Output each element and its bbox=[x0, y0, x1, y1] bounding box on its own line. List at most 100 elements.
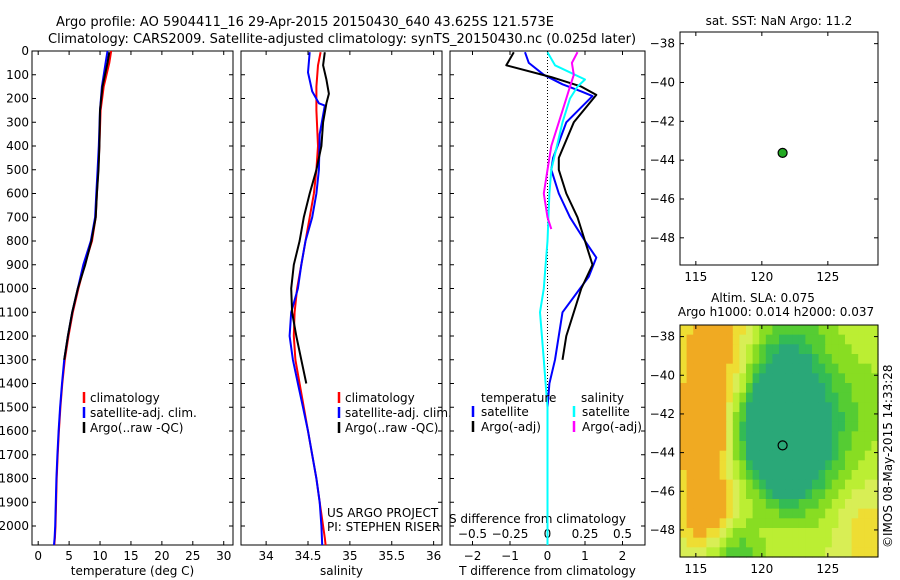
sla-cell bbox=[706, 528, 714, 539]
sla-cell bbox=[818, 528, 826, 539]
sla-cell bbox=[831, 383, 839, 394]
sla-cell bbox=[864, 518, 872, 529]
sla-cell bbox=[798, 373, 806, 384]
sla-cell bbox=[785, 441, 793, 452]
sla-cell bbox=[752, 334, 760, 345]
sla-cell bbox=[779, 528, 787, 539]
sla-cell bbox=[845, 334, 853, 345]
y-tick-label: −46 bbox=[650, 192, 675, 206]
y-tick-label: −44 bbox=[650, 153, 675, 167]
sla-cell bbox=[686, 537, 694, 548]
y-tick-label: −48 bbox=[650, 231, 675, 245]
sla-cell bbox=[805, 373, 813, 384]
sla-cell bbox=[792, 499, 800, 510]
sla-cell bbox=[772, 383, 780, 394]
sla-cell bbox=[838, 325, 846, 336]
sla-cell bbox=[818, 412, 826, 423]
sla-cell bbox=[732, 402, 740, 413]
project-pi: PI: STEPHEN RISER bbox=[327, 520, 440, 534]
sla-cell bbox=[752, 344, 760, 355]
sla-cell bbox=[825, 431, 833, 442]
sla-cell bbox=[858, 421, 866, 432]
sla-cell bbox=[746, 547, 754, 558]
sla-cell bbox=[713, 528, 721, 539]
sla-cell bbox=[732, 421, 740, 432]
sla-cell bbox=[739, 363, 747, 374]
sla-cell bbox=[825, 334, 833, 345]
sla-cell bbox=[726, 479, 734, 490]
sla-cell bbox=[752, 421, 760, 432]
sla-cell bbox=[693, 363, 701, 374]
x-axis-label-top: S difference from climatology bbox=[449, 512, 626, 526]
sla-cell bbox=[759, 508, 767, 519]
sla-cell bbox=[732, 547, 740, 558]
sla-cell bbox=[838, 344, 846, 355]
sla-cell bbox=[686, 344, 694, 355]
y-tick-label: 1000 bbox=[0, 282, 29, 296]
y-tick-label: 1100 bbox=[0, 305, 29, 319]
sla-cell bbox=[812, 325, 820, 336]
sla-cell bbox=[864, 412, 872, 423]
sla-cell bbox=[851, 412, 859, 423]
sla-cell bbox=[851, 450, 859, 461]
sla-cell bbox=[831, 518, 839, 529]
sla-cell bbox=[739, 431, 747, 442]
sla-cell bbox=[831, 537, 839, 548]
sla-cell bbox=[706, 354, 714, 365]
sla-cell bbox=[825, 479, 833, 490]
sla-cell bbox=[792, 344, 800, 355]
sla-cell bbox=[871, 421, 879, 432]
sla-cell bbox=[732, 499, 740, 510]
sla-cell bbox=[851, 363, 859, 374]
sla-cell bbox=[732, 470, 740, 481]
sla-cell bbox=[680, 373, 688, 384]
sla-cell bbox=[845, 499, 853, 510]
sla-cell bbox=[746, 354, 754, 365]
sla-cell bbox=[752, 325, 760, 336]
sla-cell bbox=[805, 431, 813, 442]
sla-cell bbox=[838, 354, 846, 365]
sla-cell bbox=[864, 547, 872, 558]
sla-cell bbox=[785, 450, 793, 461]
sla-cell bbox=[739, 325, 747, 336]
sla-cell bbox=[680, 354, 688, 365]
sla-cell bbox=[825, 460, 833, 471]
sla-cell bbox=[772, 508, 780, 519]
sla-cell bbox=[680, 518, 688, 529]
sla-cell bbox=[706, 402, 714, 413]
sla-cell bbox=[752, 383, 760, 394]
sla-cell bbox=[831, 373, 839, 384]
sla-cell bbox=[686, 431, 694, 442]
sla-cell bbox=[752, 489, 760, 500]
sla-cell bbox=[831, 431, 839, 442]
sla-cell bbox=[818, 325, 826, 336]
sla-cell bbox=[825, 547, 833, 558]
sla-cell bbox=[858, 334, 866, 345]
sla-cell bbox=[818, 518, 826, 529]
sla-cell bbox=[686, 450, 694, 461]
sla-cell bbox=[858, 402, 866, 413]
sla-cell bbox=[719, 470, 727, 481]
sla-cell bbox=[805, 383, 813, 394]
sla-cell bbox=[779, 470, 787, 481]
sla-cell bbox=[812, 363, 820, 374]
sla-cell bbox=[752, 412, 760, 423]
legend-label: Argo(..raw -QC) bbox=[345, 421, 438, 435]
sla-cell bbox=[792, 470, 800, 481]
sla-cell bbox=[838, 508, 846, 519]
sla-cell bbox=[706, 363, 714, 374]
s-tick-label: −0.25 bbox=[492, 527, 529, 541]
sla-cell bbox=[713, 479, 721, 490]
sla-cell bbox=[818, 344, 826, 355]
sla-cell bbox=[765, 528, 773, 539]
sla-cell bbox=[746, 421, 754, 432]
sla-cell bbox=[746, 441, 754, 452]
sla-cell bbox=[858, 547, 866, 558]
sla-cell bbox=[752, 450, 760, 461]
sla-cell bbox=[858, 441, 866, 452]
sla-cell bbox=[713, 518, 721, 529]
sla-cell bbox=[693, 412, 701, 423]
sla-cell bbox=[798, 450, 806, 461]
sla-cell bbox=[713, 402, 721, 413]
series-group bbox=[53, 50, 113, 546]
